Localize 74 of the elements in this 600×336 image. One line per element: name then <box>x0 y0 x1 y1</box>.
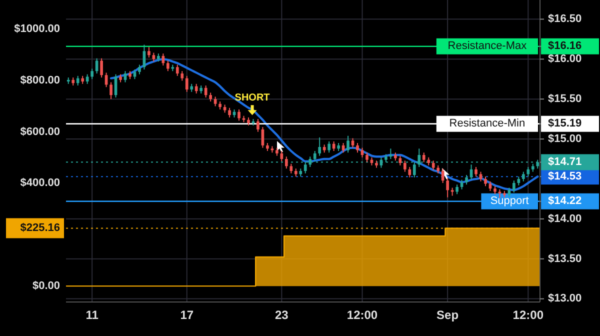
x-tick-label: 11 <box>86 308 99 322</box>
x-tick-label: 23 <box>274 308 289 322</box>
y-tick-label: $16.50 <box>548 13 582 26</box>
candlestick <box>110 82 112 100</box>
candlestick <box>456 184 458 195</box>
candlestick <box>484 176 487 187</box>
y-tick-label: $15.00 <box>548 132 582 145</box>
y-tick-label: $14.22 <box>548 195 582 208</box>
y-tick-label: $14.00 <box>548 212 582 225</box>
x-tick-label: 12:00 <box>512 308 544 322</box>
y-tick-label: $13.50 <box>548 252 582 265</box>
ref-line-label: Support <box>490 195 529 208</box>
candlestick <box>228 107 231 118</box>
annotation: SHORT <box>234 92 270 104</box>
candlestick <box>360 147 364 158</box>
candlestick <box>508 187 511 198</box>
candlestick <box>90 68 94 80</box>
candlestick <box>408 166 412 178</box>
y-tick-label: $14.71 <box>548 156 582 168</box>
y-tick-label: $15.19 <box>548 118 582 130</box>
candlestick <box>465 174 468 186</box>
candlestick <box>238 108 240 122</box>
candlestick <box>474 166 478 178</box>
candlestick <box>214 96 217 107</box>
candlestick <box>76 75 80 86</box>
candlestick <box>356 142 359 154</box>
candlestick <box>185 75 188 92</box>
candlestick <box>204 84 208 98</box>
candlestick <box>256 118 260 132</box>
candlestick <box>138 64 141 75</box>
candlestick <box>446 178 449 198</box>
candlestick <box>284 156 288 170</box>
y-tick-label: $16.00 <box>548 53 582 66</box>
candlestick <box>422 152 426 163</box>
x-tick-label: Sep <box>436 308 459 322</box>
candlestick <box>86 74 89 84</box>
candlestick <box>460 179 464 190</box>
candlestick <box>100 58 103 78</box>
y-tick-label: $13.00 <box>548 292 582 305</box>
candlestick <box>432 160 435 171</box>
candlestick <box>441 168 444 184</box>
candlestick <box>398 155 402 166</box>
candlestick <box>522 171 525 182</box>
candlestick <box>280 150 284 162</box>
y-tick-label: $14.53 <box>548 170 582 182</box>
y2-tick-label: $600.00 <box>20 126 60 138</box>
y2-tick-label: $800.00 <box>20 74 60 86</box>
candlestick <box>512 180 516 194</box>
candlestick <box>366 152 368 163</box>
candlestick <box>290 163 293 174</box>
y-tick-label: $16.16 <box>548 40 582 52</box>
y2-tick-label: $400.00 <box>20 177 60 190</box>
candlestick <box>148 46 150 58</box>
candlestick <box>526 166 530 178</box>
candlestick <box>351 138 354 148</box>
candlestick <box>346 135 350 154</box>
x-tick-label: 17 <box>180 308 194 322</box>
candlestick <box>176 64 179 76</box>
candlestick <box>313 150 316 162</box>
candlestick <box>166 60 170 72</box>
candlestick <box>318 136 322 156</box>
candlestick <box>328 140 330 154</box>
y-tick-label: $15.50 <box>548 92 582 105</box>
ref-line-label: Resistance-Min <box>449 118 526 130</box>
y2-tick-label: $0.00 <box>32 280 60 292</box>
candlestick <box>162 53 165 66</box>
y2-tick-label: $1000.00 <box>14 22 60 35</box>
candlestick <box>479 171 482 182</box>
y2-tick-label: $225.16 <box>20 222 60 234</box>
x-tick-label: 12:00 <box>346 308 378 322</box>
candlestick <box>180 70 184 82</box>
candlestick <box>403 160 406 172</box>
candlestick <box>194 83 198 94</box>
ref-line-label: Resistance-Max <box>448 40 528 52</box>
